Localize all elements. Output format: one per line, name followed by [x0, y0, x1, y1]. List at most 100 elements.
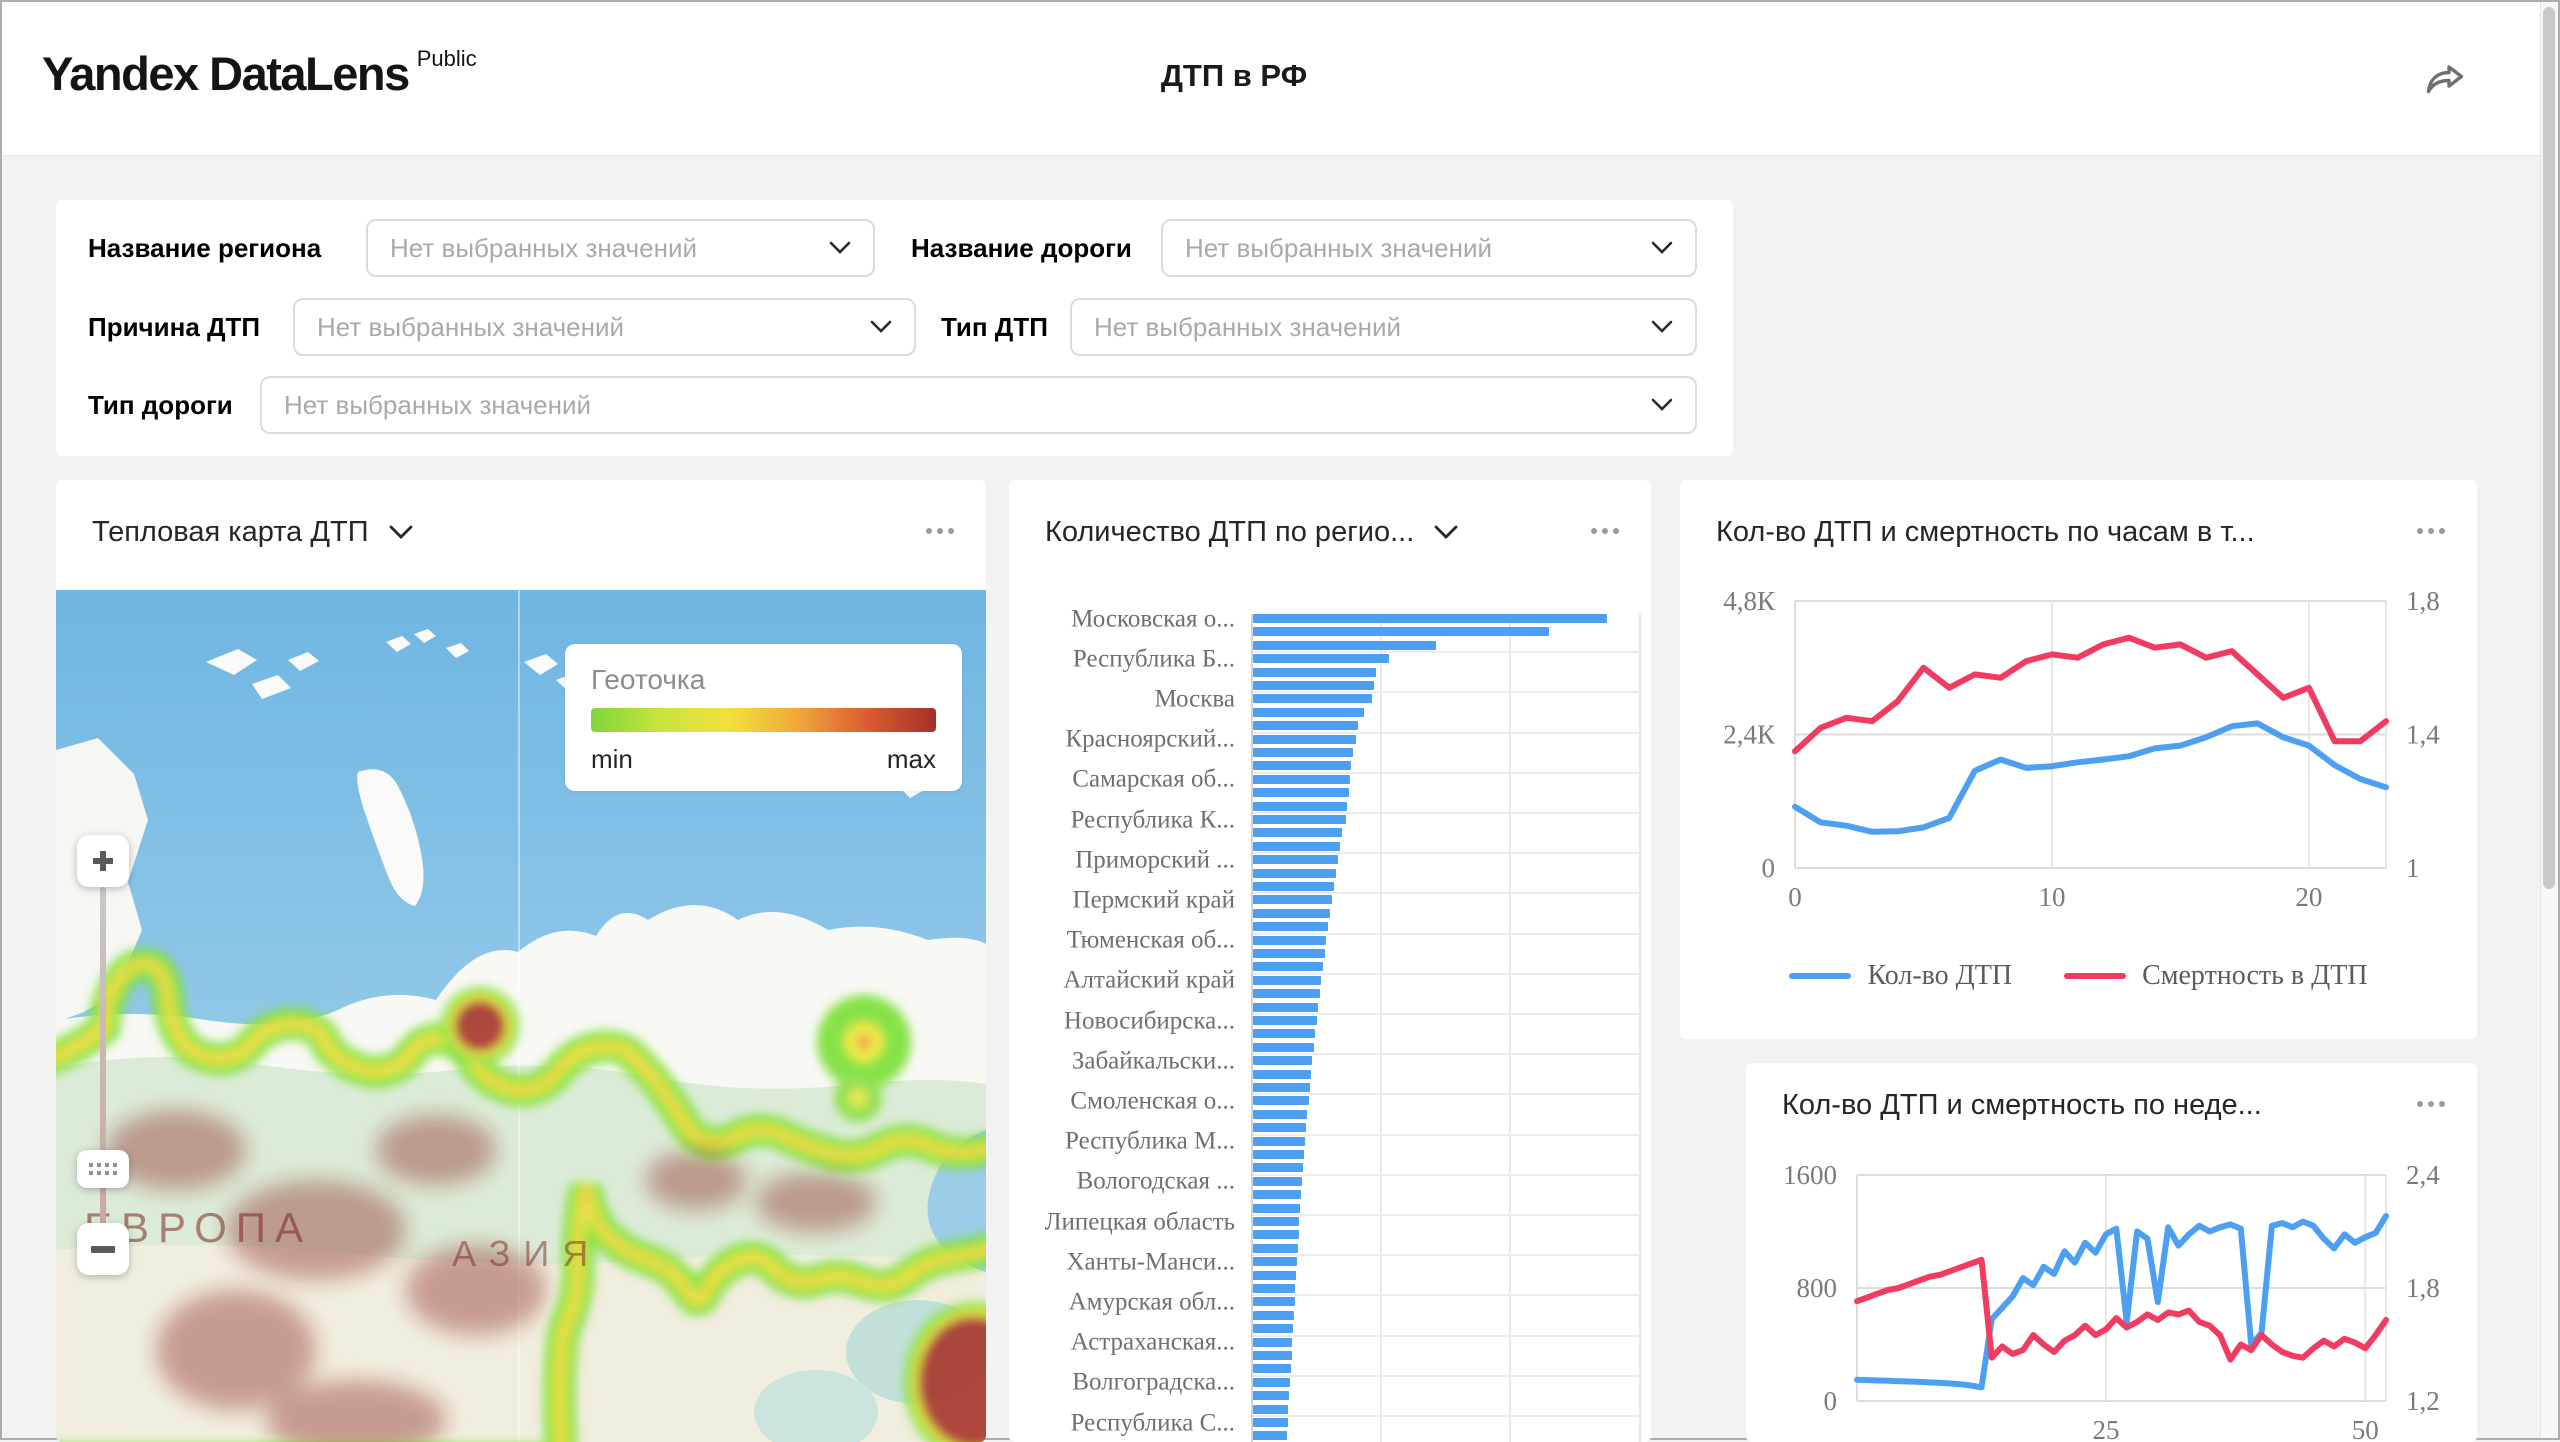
logo-text: Yandex DataLens — [42, 47, 410, 100]
chevron-down-icon — [870, 320, 892, 333]
bar — [1253, 908, 1331, 918]
vaxis — [1251, 614, 1253, 1442]
more-menu-button[interactable] — [2417, 1101, 2445, 1107]
bar-card-title: Количество ДТП по регио... — [1045, 516, 1415, 548]
svg-text:20: 20 — [2295, 882, 2322, 912]
svg-text:1600: 1600 — [1783, 1160, 1837, 1190]
bar-category-label: Пермский край — [1072, 886, 1235, 914]
bar — [1253, 1203, 1301, 1213]
chevron-down-icon[interactable] — [1434, 525, 1458, 540]
bar — [1253, 1377, 1290, 1387]
filter-select-road-type[interactable]: Нет выбранных значений — [260, 376, 1697, 434]
bar — [1253, 1243, 1298, 1253]
more-menu-button[interactable] — [1591, 528, 1619, 534]
bar — [1253, 1337, 1293, 1347]
svg-text:2,4: 2,4 — [2406, 1160, 2440, 1190]
bar — [1253, 654, 1390, 664]
hgrid — [1251, 852, 1640, 855]
bar — [1253, 1083, 1310, 1092]
hgrid — [1251, 892, 1640, 895]
svg-text:50: 50 — [2352, 1415, 2379, 1442]
scrollbar-thumb[interactable] — [2543, 7, 2555, 889]
bar — [1253, 828, 1343, 838]
zoom-slider-track[interactable] — [100, 887, 106, 1243]
bar — [1253, 975, 1322, 985]
select-placeholder: Нет выбранных значений — [1094, 311, 1402, 342]
svg-text:25: 25 — [2092, 1415, 2119, 1442]
bar-category-label: Алтайский край — [1063, 966, 1235, 994]
plus-icon — [93, 851, 113, 871]
bar — [1253, 1190, 1301, 1200]
bar — [1253, 855, 1338, 865]
bar — [1253, 1418, 1288, 1427]
more-menu-button[interactable] — [2417, 528, 2445, 534]
bar — [1253, 1150, 1304, 1159]
zoom-out-button[interactable] — [77, 1223, 129, 1275]
zoom-slider-handle[interactable] — [77, 1150, 129, 1188]
bar — [1253, 707, 1364, 717]
bar — [1253, 1284, 1296, 1293]
svg-text:1,8: 1,8 — [2406, 586, 2440, 616]
filter-select-type[interactable]: Нет выбранных значений — [1070, 298, 1697, 356]
bar-category-label: Республика К... — [1070, 806, 1235, 833]
share-button[interactable] — [2422, 58, 2474, 102]
hgrid — [1251, 1415, 1640, 1417]
svg-text:4,8К: 4,8К — [1723, 586, 1776, 616]
hgrid — [1251, 1133, 1640, 1136]
legend-item-mortality[interactable]: Смертность в ДТП — [2064, 960, 2368, 992]
bar-category-label: Забайкальски... — [1071, 1047, 1235, 1075]
vgrid — [1379, 614, 1382, 1442]
bar — [1253, 774, 1351, 784]
bar-category-label: Самарская об... — [1072, 765, 1235, 793]
svg-text:1,2: 1,2 — [2406, 1386, 2440, 1416]
bar — [1253, 1297, 1295, 1307]
hgrid — [1251, 972, 1640, 975]
more-menu-button[interactable] — [926, 528, 954, 534]
window-scrollbar[interactable] — [2540, 2, 2558, 1438]
bar-category-label: Московская о... — [1071, 605, 1235, 632]
bar — [1253, 801, 1348, 811]
legend-item-accidents[interactable]: Кол-во ДТП — [1789, 960, 2012, 992]
bar — [1253, 761, 1352, 771]
svg-text:2,4К: 2,4К — [1723, 720, 1776, 750]
heatmap-map[interactable]: ЕВРОПА АЗИЯ Геоточка min max — [56, 590, 986, 1442]
bar-chart-card: Количество ДТП по регио... Московская о.… — [1009, 480, 1651, 1442]
select-placeholder: Нет выбранных значений — [284, 389, 592, 420]
bar — [1253, 935, 1327, 945]
bar — [1253, 1391, 1290, 1401]
select-placeholder: Нет выбранных значений — [390, 232, 698, 263]
bar — [1253, 1136, 1306, 1146]
bar-category-label: Амурская обл... — [1068, 1288, 1235, 1316]
weekly-line-chart: 1600 800 0 2,4 1,8 1,2 25 50 — [1783, 1160, 2440, 1442]
minus-icon — [91, 1245, 115, 1253]
chevron-down-icon[interactable] — [389, 525, 413, 540]
bar-category-label: Республика Б... — [1072, 645, 1235, 673]
filter-select-road[interactable]: Нет выбранных значений — [1161, 219, 1697, 277]
weekly-card-title: Кол-во ДТП и смертность по неде... — [1782, 1089, 2262, 1121]
datalens-logo[interactable]: Yandex DataLens Public — [42, 46, 477, 100]
hgrid — [1251, 1294, 1640, 1297]
share-arrow-icon — [2426, 65, 2464, 94]
chart-legend: Кол-во ДТП Смертность в ДТП — [1680, 960, 2477, 992]
svg-text:0: 0 — [1762, 853, 1776, 883]
bar — [1253, 962, 1324, 972]
bar — [1253, 868, 1336, 878]
svg-text:10: 10 — [2038, 882, 2065, 912]
bar — [1253, 1042, 1314, 1052]
bar — [1253, 1056, 1313, 1066]
chevron-down-icon — [1651, 320, 1673, 333]
map-label-asia: АЗИЯ — [452, 1233, 601, 1274]
bar — [1253, 788, 1349, 798]
bar — [1253, 721, 1359, 731]
app-header: Yandex DataLens Public ДТП в РФ — [2, 2, 2558, 156]
vgrid — [1509, 614, 1512, 1442]
zoom-in-button[interactable] — [77, 835, 129, 887]
hgrid — [1251, 812, 1640, 814]
bar — [1253, 1364, 1291, 1374]
filter-label-region: Название региона — [88, 233, 322, 263]
dots-grid-icon — [89, 1163, 117, 1175]
bar — [1253, 1230, 1299, 1240]
bar-category-label: Новосибирска... — [1063, 1007, 1235, 1034]
filter-select-region[interactable]: Нет выбранных значений — [366, 219, 875, 277]
filter-select-cause[interactable]: Нет выбранных значений — [293, 298, 916, 356]
